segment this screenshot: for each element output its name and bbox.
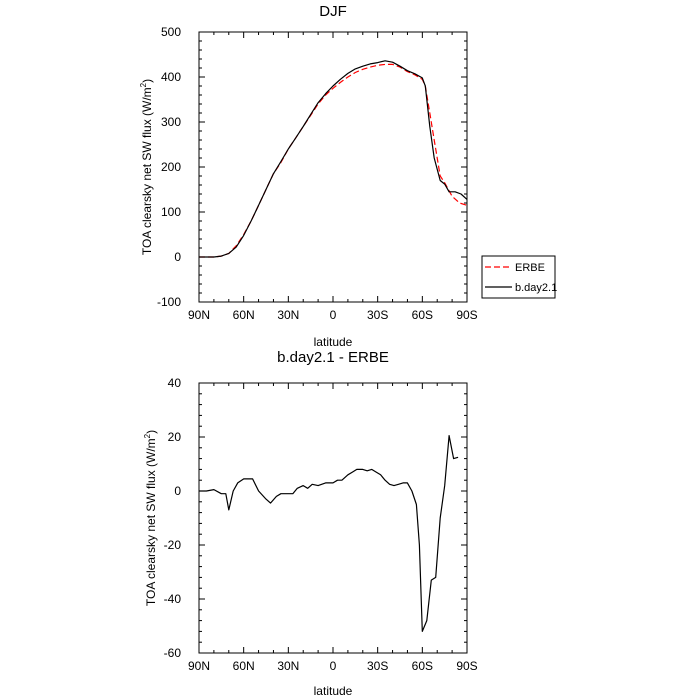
y-tick-label: -100 <box>157 295 181 309</box>
series-lines <box>199 60 468 258</box>
plot-frame <box>198 31 468 303</box>
series-line-b-day2-1 <box>199 60 468 258</box>
y-axis-label: TOA clearsky net SW flux (W/m2) <box>143 430 158 606</box>
x-tick-label: 90S <box>456 308 477 322</box>
y-tick-label: 400 <box>161 70 181 84</box>
y-axis-label-main: TOA clearsky net SW flux (W/m <box>140 87 154 255</box>
x-tick-labels: 90N 60N 30N 0 30S 60S 90S <box>188 659 478 673</box>
chart-title: DJF <box>319 3 347 20</box>
y-axis-label: TOA clearsky net SW flux (W/m2) <box>139 79 154 255</box>
y-tick-label: 40 <box>168 376 182 390</box>
y-tick-label: -60 <box>164 646 182 660</box>
y-tick-label: 0 <box>174 250 181 264</box>
y-axis-label-close: ) <box>140 79 154 83</box>
y-tick-label: 0 <box>174 484 181 498</box>
y-tick-label: 20 <box>168 430 182 444</box>
y-tick-labels: -100 0 100 200 300 400 500 <box>157 25 181 309</box>
x-tick-label: 30S <box>367 308 388 322</box>
y-tick-label: 300 <box>161 115 181 129</box>
x-axis-label: latitude <box>314 335 353 349</box>
y-axis-label-close: ) <box>144 430 158 434</box>
legend-label-model: b.day2.1 <box>515 282 557 294</box>
plot-frame <box>198 382 468 654</box>
y-tick-label: 500 <box>161 25 181 39</box>
y-tick-label: 200 <box>161 160 181 174</box>
chart-title: b.day2.1 - ERBE <box>277 349 389 366</box>
y-tick-label: 100 <box>161 205 181 219</box>
y-axis-label-sup: 2 <box>139 82 148 87</box>
x-tick-labels: 90N 60N 30N 0 30S 60S 90S <box>188 308 478 322</box>
chart-top: DJF -100 0 100 200 300 400 500 90N 60N 30N 0 30S 60… <box>139 3 557 349</box>
x-tick-label: 60S <box>412 659 433 673</box>
x-tick-label: 60N <box>233 659 255 673</box>
y-axis-label-sup: 2 <box>143 433 152 438</box>
series-line-erbe <box>199 63 468 258</box>
x-tick-label: 60S <box>412 308 433 322</box>
y-tick-labels: -60 -40 -20 0 20 40 <box>164 376 182 660</box>
x-tick-label: 30N <box>277 308 299 322</box>
x-tick-label: 0 <box>330 308 337 322</box>
y-tick-label: -40 <box>164 592 182 606</box>
x-tick-label: 90S <box>456 659 477 673</box>
x-axis-label: latitude <box>314 684 353 698</box>
x-tick-label: 90N <box>188 659 210 673</box>
legend: ERBE b.day2.1 <box>481 255 557 299</box>
x-tick-label: 60N <box>233 308 255 322</box>
series-lines <box>199 435 459 632</box>
x-tick-label: 0 <box>330 659 337 673</box>
x-tick-label: 30N <box>277 659 299 673</box>
series-line-b-day2-1-erbe <box>199 435 459 632</box>
tick-marks <box>198 31 468 303</box>
x-tick-label: 90N <box>188 308 210 322</box>
tick-marks <box>198 382 468 654</box>
y-axis-label-main: TOA clearsky net SW flux (W/m <box>144 438 158 606</box>
y-tick-label: -20 <box>164 538 182 552</box>
x-tick-label: 30S <box>367 659 388 673</box>
legend-label-erbe: ERBE <box>515 262 545 274</box>
legend-box <box>481 255 556 299</box>
